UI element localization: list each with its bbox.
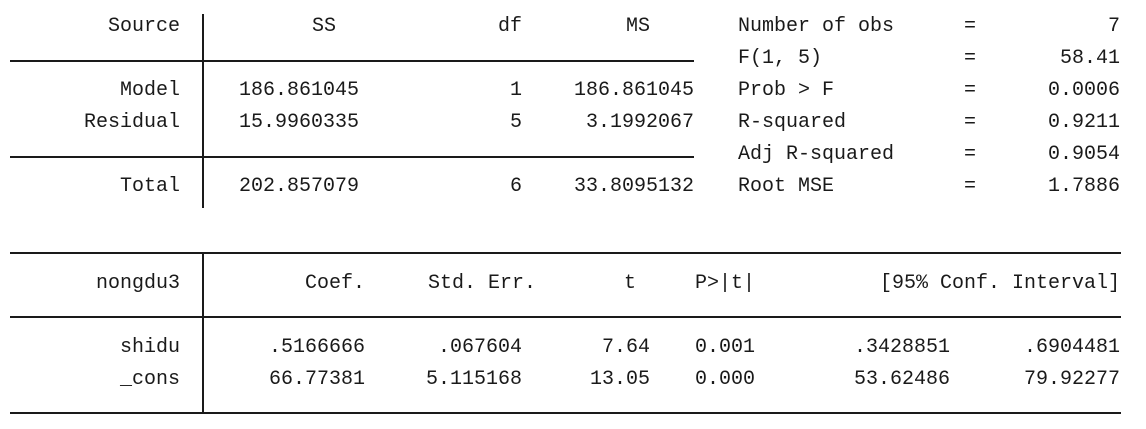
stat-label: Prob > F [738,79,835,102]
anova-total-rule [10,156,694,158]
coef-header-coef: Coef. [304,272,365,295]
anova-column-divider [202,14,204,208]
coef-row-coef: 66.77381 [268,368,365,391]
stat-equals: = [964,47,977,70]
coef-row-p: 0.001 [695,336,756,359]
coef-bottom-rule [10,412,1121,414]
stat-label: R-squared [738,111,847,134]
coef-row-coef: .5166666 [268,336,365,359]
coef-header-dependent-var: nongdu3 [95,272,180,295]
stat-equals: = [964,79,977,102]
stat-label: Number of obs [738,15,895,38]
coef-row-t: 13.05 [589,368,650,391]
stat-value: 0.9054 [1047,143,1120,166]
coef-header-rule [10,316,1121,318]
coef-row-ci-lower: 53.62486 [853,368,950,391]
stat-equals: = [964,15,977,38]
stat-value: 7 [1107,15,1120,38]
coef-row-std-err: 5.115168 [425,368,522,391]
coef-row-ci-upper: 79.92277 [1023,368,1120,391]
anova-total-source: Total [119,175,180,198]
stat-equals: = [964,175,977,198]
anova-row-ss: 186.861045 [239,79,360,102]
anova-row-df: 1 [509,79,522,102]
anova-row-source: Model [119,79,180,102]
stat-equals: = [964,143,977,166]
anova-total-df: 6 [509,175,522,198]
coef-row-ci-upper: .6904481 [1023,336,1120,359]
anova-row-source: Residual [83,111,180,134]
coef-column-divider [202,252,204,414]
coef-top-rule [10,252,1121,254]
stat-value: 1.7886 [1047,175,1120,198]
coef-row-std-err: .067604 [437,336,522,359]
coef-header-std-err: Std. Err. [427,272,536,295]
stat-label: Root MSE [738,175,835,198]
stat-equals: = [964,111,977,134]
stat-label: Adj R-squared [738,143,895,166]
coef-row-t: 7.64 [601,336,650,359]
coef-row-p: 0.000 [695,368,756,391]
anova-row-df: 5 [509,111,522,134]
anova-total-ms: 33.8095132 [573,175,694,198]
anova-total-ss: 202.857079 [239,175,360,198]
stat-value: 0.0006 [1047,79,1120,102]
coef-header-t: t [623,272,636,295]
coef-row-var: shidu [119,336,180,359]
anova-header-ms: MS [625,15,650,38]
stat-value: 58.41 [1059,47,1120,70]
anova-header-source: Source [107,15,180,38]
coef-row-ci-lower: .3428851 [853,336,950,359]
anova-row-ms: 3.1992067 [585,111,694,134]
anova-row-ss: 15.9960335 [239,111,360,134]
anova-row-ms: 186.861045 [573,79,694,102]
coef-header-conf-interval: [95% Conf. Interval] [879,272,1120,295]
stat-value: 0.9211 [1047,111,1120,134]
stat-label: F(1, 5) [738,47,823,70]
coef-header-p: P>|t| [695,272,756,295]
anova-header-df: df [497,15,522,38]
anova-header-ss: SS [311,15,336,38]
anova-header-rule [10,60,694,62]
coef-row-var: _cons [119,368,180,391]
